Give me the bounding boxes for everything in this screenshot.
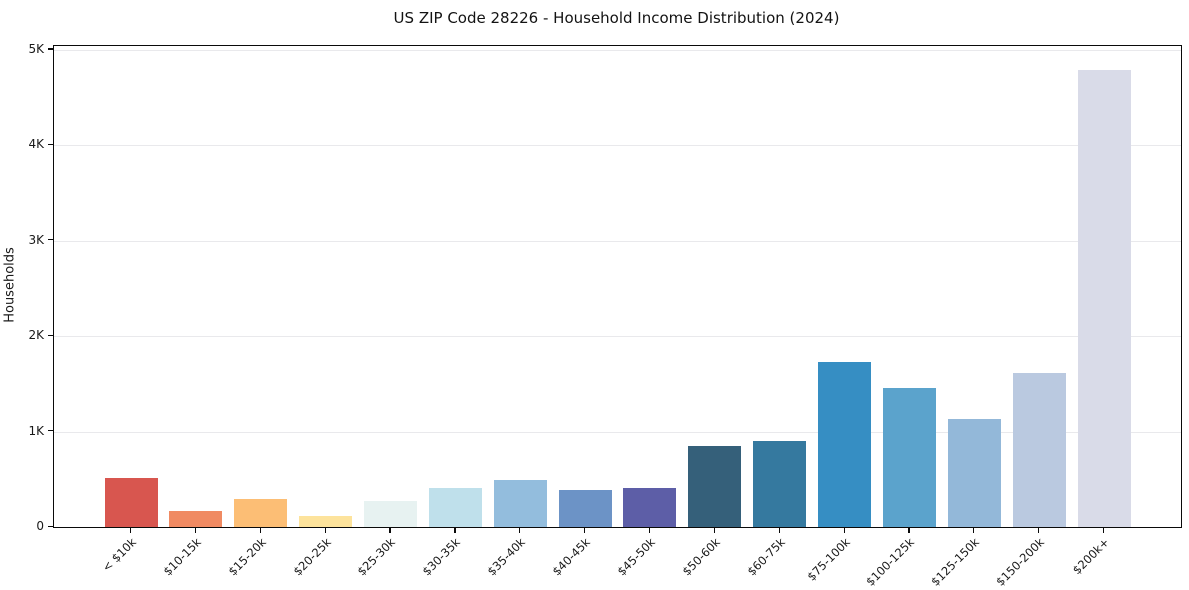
x-tick-label: $125-150k xyxy=(928,535,983,589)
plot-area xyxy=(53,45,1182,528)
y-tick-label: 3K xyxy=(28,232,44,247)
bar-13 xyxy=(882,387,936,527)
bar-15 xyxy=(1012,373,1066,527)
bar-1 xyxy=(104,477,158,527)
gridline-4K xyxy=(54,145,1181,147)
gridline-3K xyxy=(54,240,1181,242)
bar-2 xyxy=(169,511,223,527)
gridline-5K xyxy=(54,49,1181,51)
gridline-1K xyxy=(54,431,1181,433)
x-tick-label: $35-40k xyxy=(484,535,529,579)
x-tick-mark xyxy=(389,528,391,533)
bar-5 xyxy=(363,501,417,527)
bar-6 xyxy=(428,487,482,527)
y-tick-label: 0 xyxy=(36,519,44,533)
y-tick-label: 4K xyxy=(28,137,44,152)
x-tick-label: $15-20k xyxy=(225,535,269,579)
x-tick-mark xyxy=(843,528,845,533)
y-axis-label: Households xyxy=(2,247,18,323)
x-tick-label: $60-75k xyxy=(744,535,788,579)
y-tick-mark xyxy=(48,430,53,432)
x-tick-label: $50-60k xyxy=(679,535,723,579)
bar-14 xyxy=(947,419,1001,527)
x-tick-label: $25-30k xyxy=(354,535,399,579)
bar-7 xyxy=(493,480,547,527)
x-tick-mark xyxy=(194,528,197,533)
x-tick-mark xyxy=(259,528,261,533)
bar-10 xyxy=(688,445,742,527)
x-tick-label: $10-15k xyxy=(160,535,204,579)
y-tick-mark xyxy=(48,48,53,50)
x-tick-label: $100-125k xyxy=(863,535,918,589)
gridline-2K xyxy=(54,336,1181,338)
x-tick-label: $30-35k xyxy=(419,535,464,579)
x-tick-label: < $10k xyxy=(99,535,139,575)
y-tick-mark xyxy=(48,143,53,145)
y-tick-mark xyxy=(48,334,53,336)
x-tick-label: $200k+ xyxy=(1069,535,1112,578)
x-tick-mark xyxy=(130,528,132,533)
x-tick-label: $45-50k xyxy=(614,535,658,579)
bar-8 xyxy=(558,490,612,527)
bar-12 xyxy=(818,361,872,527)
x-tick-label: $40-45k xyxy=(549,535,593,579)
bar-4 xyxy=(299,515,353,527)
x-tick-mark xyxy=(1038,528,1040,533)
chart-title: US ZIP Code 28226 - Household Income Dis… xyxy=(393,9,840,27)
x-tick-mark xyxy=(648,528,651,533)
bar-3 xyxy=(234,499,288,527)
bar-16 xyxy=(1077,69,1131,527)
y-tick-mark xyxy=(48,525,53,527)
x-tick-mark xyxy=(584,528,586,533)
x-tick-mark xyxy=(973,528,975,533)
x-tick-mark xyxy=(454,528,456,533)
bar-11 xyxy=(753,440,807,527)
x-tick-mark xyxy=(778,528,780,533)
y-tick-mark xyxy=(48,239,53,241)
x-tick-mark xyxy=(908,528,910,533)
x-tick-mark xyxy=(324,528,326,533)
y-tick-label: 1K xyxy=(28,423,44,438)
x-tick-label: $75-100k xyxy=(803,535,853,584)
x-tick-mark xyxy=(1103,528,1105,533)
x-tick-mark xyxy=(713,528,716,533)
y-tick-label: 5K xyxy=(28,41,44,56)
x-tick-label: $20-25k xyxy=(290,535,334,579)
x-tick-mark xyxy=(519,528,521,533)
y-tick-label: 2K xyxy=(28,328,44,343)
bar-9 xyxy=(623,488,677,527)
x-tick-label: $150-200k xyxy=(993,535,1048,589)
